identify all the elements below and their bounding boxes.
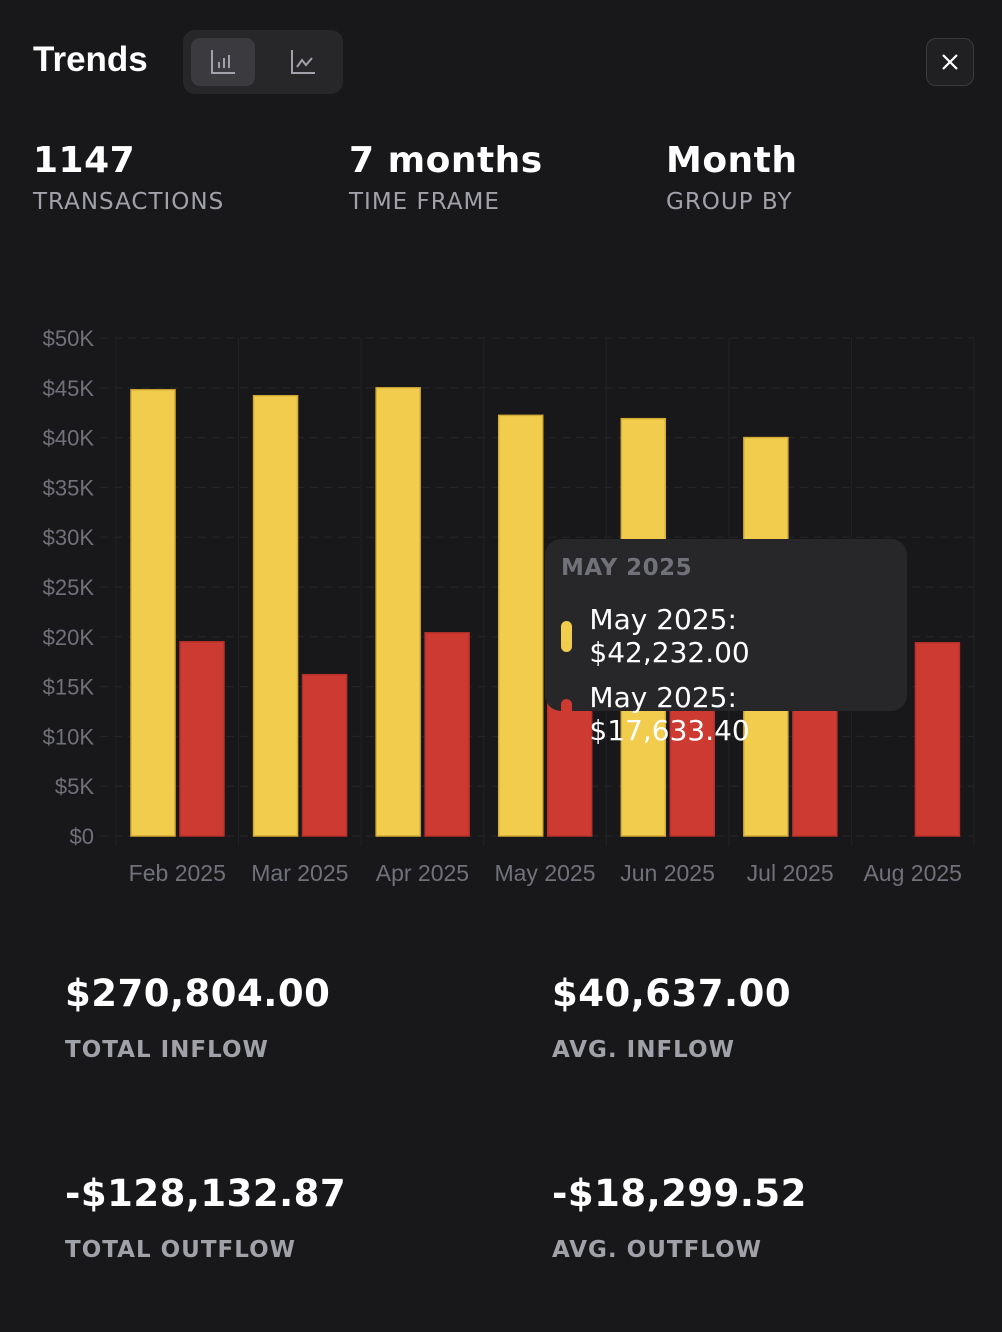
inflow-bar bbox=[497, 414, 544, 837]
y-tick-label: $40K bbox=[43, 426, 95, 451]
stat-label: TOTAL OUTFLOW bbox=[65, 1237, 296, 1263]
chart-tooltip: MAY 2025 May 2025: $42,232.00 May 2025: … bbox=[545, 539, 907, 747]
y-tick-label: $10K bbox=[43, 724, 95, 749]
y-tick-label: $0 bbox=[70, 824, 94, 849]
kpi-value: 7 months bbox=[349, 140, 543, 181]
bar-chart-view-button[interactable] bbox=[191, 38, 255, 86]
x-tick-label: Apr 2025 bbox=[376, 860, 469, 886]
outflow-swatch bbox=[561, 698, 573, 730]
inflow-bar bbox=[375, 387, 421, 837]
y-tick-label: $15K bbox=[43, 675, 95, 700]
x-tick-label: May 2025 bbox=[494, 860, 595, 886]
y-tick-label: $20K bbox=[43, 625, 95, 650]
stat-total-inflow: $270,804.00 TOTAL INFLOW bbox=[65, 972, 330, 1063]
stat-value: $40,637.00 bbox=[552, 972, 792, 1015]
x-tick-label: Jun 2025 bbox=[620, 860, 715, 886]
y-tick-label: $50K bbox=[43, 326, 95, 351]
stat-avg-inflow: $40,637.00 AVG. INFLOW bbox=[552, 972, 791, 1063]
kpi-time-frame: 7 months TIME FRAME bbox=[349, 140, 543, 215]
outflow-bar bbox=[914, 642, 961, 837]
kpi-label: TIME FRAME bbox=[349, 189, 500, 215]
tooltip-title: MAY 2025 bbox=[561, 555, 693, 581]
y-tick-label: $45K bbox=[43, 376, 95, 401]
tooltip-row-inflow: May 2025: $42,232.00 bbox=[561, 603, 891, 669]
outflow-bar bbox=[179, 641, 225, 837]
y-tick-label: $5K bbox=[55, 774, 94, 799]
x-tick-label: Feb 2025 bbox=[129, 860, 226, 886]
outflow-bar bbox=[424, 632, 470, 837]
y-tick-label: $35K bbox=[43, 475, 95, 500]
inflow-swatch bbox=[561, 620, 573, 652]
tooltip-row-outflow: May 2025: $17,633.40 bbox=[561, 681, 891, 747]
kpi-label: TRANSACTIONS bbox=[33, 189, 225, 215]
stat-label: AVG. OUTFLOW bbox=[552, 1237, 763, 1263]
x-tick-label: Jul 2025 bbox=[747, 860, 834, 886]
stat-label: AVG. INFLOW bbox=[552, 1037, 735, 1063]
y-tick-label: $30K bbox=[43, 525, 95, 550]
y-tick-label: $25K bbox=[43, 575, 95, 600]
page-title: Trends bbox=[33, 40, 148, 79]
line-chart-icon bbox=[291, 50, 315, 74]
x-tick-label: Mar 2025 bbox=[251, 860, 348, 886]
outflow-bar bbox=[301, 673, 348, 837]
kpi-value: 1147 bbox=[33, 140, 136, 181]
kpi-transactions: 1147 TRANSACTIONS bbox=[33, 140, 224, 215]
tooltip-row-text: May 2025: $17,633.40 bbox=[589, 681, 750, 747]
stat-label: TOTAL INFLOW bbox=[65, 1037, 269, 1063]
inflow-bar bbox=[252, 395, 299, 837]
stat-value: -$18,299.52 bbox=[552, 1172, 807, 1215]
bar-chart-icon bbox=[211, 50, 235, 74]
stat-value: -$128,132.87 bbox=[65, 1172, 347, 1215]
stat-value: $270,804.00 bbox=[65, 972, 331, 1015]
line-chart-view-button[interactable] bbox=[271, 38, 335, 86]
x-tick-label: Aug 2025 bbox=[863, 860, 961, 886]
chart-type-toggle bbox=[183, 30, 343, 94]
stat-avg-outflow: -$18,299.52 AVG. OUTFLOW bbox=[552, 1172, 807, 1263]
tooltip-row-text: May 2025: $42,232.00 bbox=[589, 603, 750, 669]
close-button[interactable] bbox=[926, 38, 974, 86]
inflow-bar bbox=[130, 389, 176, 837]
kpi-value: Month bbox=[666, 140, 798, 181]
kpi-group-by: Month GROUP BY bbox=[666, 140, 798, 215]
close-icon bbox=[942, 54, 958, 70]
stat-total-outflow: -$128,132.87 TOTAL OUTFLOW bbox=[65, 1172, 346, 1263]
kpi-label: GROUP BY bbox=[666, 189, 793, 215]
